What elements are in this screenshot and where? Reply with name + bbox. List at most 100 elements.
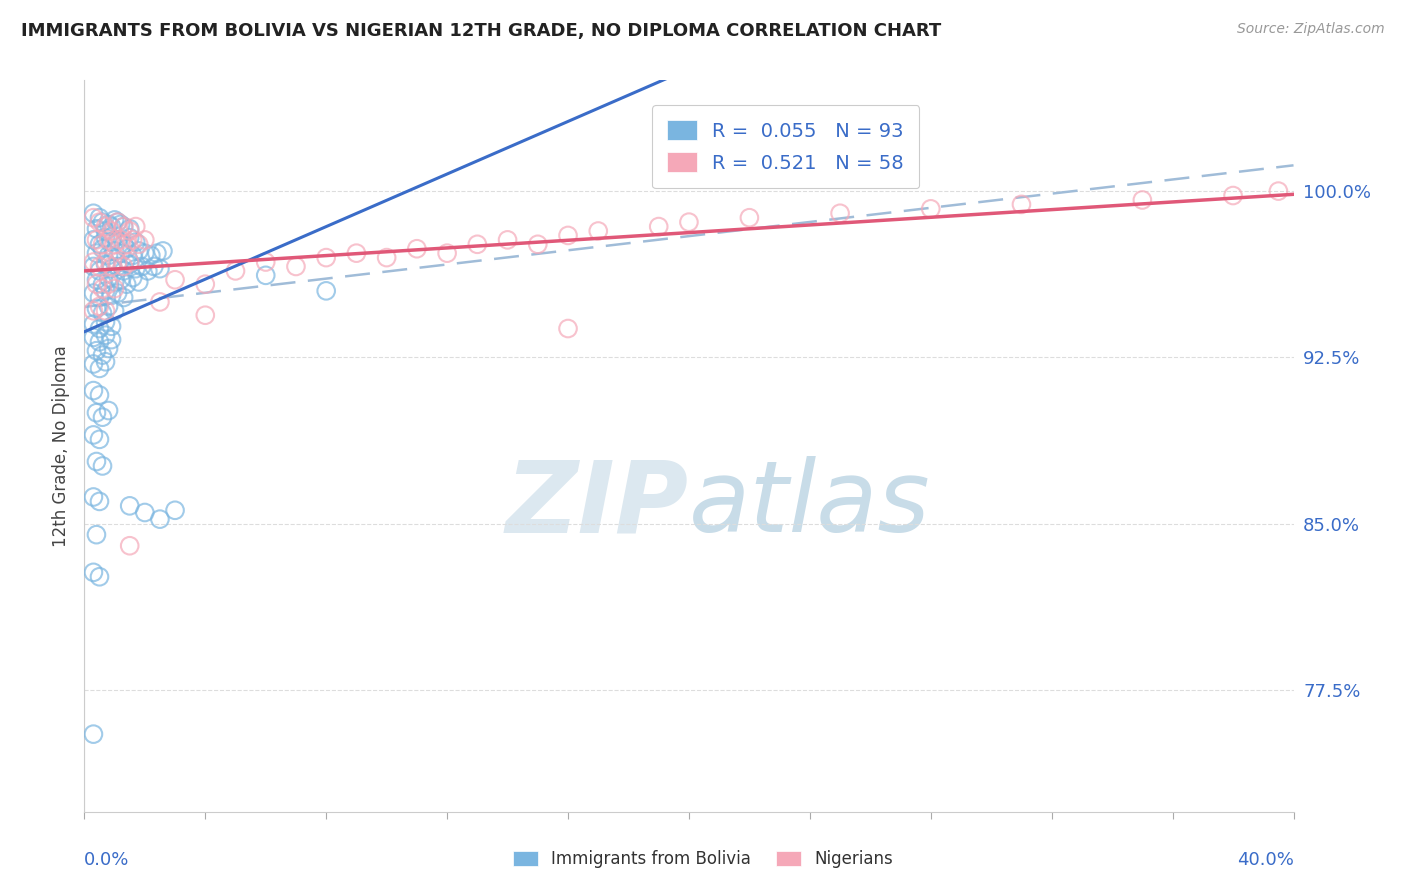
Legend: Immigrants from Bolivia, Nigerians: Immigrants from Bolivia, Nigerians bbox=[506, 844, 900, 875]
Point bbox=[89, 215, 111, 229]
Point bbox=[97, 277, 120, 292]
Point bbox=[1011, 197, 1033, 211]
Point bbox=[118, 499, 141, 513]
Point bbox=[648, 219, 671, 234]
Point bbox=[128, 237, 150, 252]
Point bbox=[128, 244, 150, 258]
Point bbox=[97, 233, 120, 247]
Point bbox=[104, 282, 127, 296]
Point bbox=[557, 228, 579, 243]
Point bbox=[82, 384, 104, 398]
Point bbox=[107, 233, 129, 247]
Point bbox=[136, 264, 159, 278]
Point bbox=[104, 237, 127, 252]
Point bbox=[82, 490, 104, 504]
Point bbox=[107, 215, 129, 229]
Point bbox=[82, 317, 104, 331]
Point bbox=[91, 282, 114, 296]
Point bbox=[112, 219, 135, 234]
Point bbox=[107, 286, 129, 301]
Point bbox=[149, 261, 172, 276]
Point bbox=[94, 224, 117, 238]
Point bbox=[110, 233, 132, 247]
Point bbox=[94, 284, 117, 298]
Point bbox=[110, 218, 132, 232]
Point bbox=[91, 215, 114, 229]
Point bbox=[89, 211, 111, 225]
Point bbox=[142, 260, 165, 274]
Point bbox=[121, 248, 143, 262]
Point bbox=[97, 299, 120, 313]
Point bbox=[104, 275, 127, 289]
Point bbox=[588, 224, 610, 238]
Point bbox=[107, 260, 129, 274]
Point bbox=[86, 277, 108, 292]
Point bbox=[110, 273, 132, 287]
Point bbox=[94, 355, 117, 369]
Text: atlas: atlas bbox=[689, 456, 931, 553]
Point bbox=[107, 255, 129, 269]
Point bbox=[118, 224, 141, 238]
Point bbox=[115, 242, 138, 256]
Point bbox=[89, 291, 111, 305]
Point bbox=[115, 277, 138, 292]
Point bbox=[97, 342, 120, 356]
Point bbox=[89, 494, 111, 508]
Point bbox=[254, 268, 277, 283]
Point bbox=[91, 242, 114, 256]
Point bbox=[100, 261, 122, 276]
Point bbox=[89, 570, 111, 584]
Point bbox=[118, 539, 141, 553]
Point bbox=[112, 219, 135, 234]
Point bbox=[86, 301, 108, 316]
Point bbox=[315, 284, 337, 298]
Point bbox=[149, 512, 172, 526]
Point bbox=[146, 246, 169, 260]
Point bbox=[134, 233, 156, 247]
Point bbox=[82, 566, 104, 580]
Point bbox=[1222, 188, 1244, 202]
Point bbox=[94, 230, 117, 244]
Point bbox=[194, 277, 217, 292]
Point bbox=[125, 219, 148, 234]
Point bbox=[89, 388, 111, 402]
Point bbox=[149, 294, 172, 309]
Point bbox=[738, 211, 761, 225]
Point bbox=[86, 273, 108, 287]
Point bbox=[100, 219, 122, 234]
Point bbox=[194, 308, 217, 322]
Point bbox=[100, 235, 122, 249]
Text: Source: ZipAtlas.com: Source: ZipAtlas.com bbox=[1237, 22, 1385, 37]
Point bbox=[118, 221, 141, 235]
Point bbox=[104, 244, 127, 258]
Point bbox=[86, 406, 108, 420]
Point bbox=[82, 330, 104, 344]
Point bbox=[125, 261, 148, 276]
Text: ZIP: ZIP bbox=[506, 456, 689, 553]
Point bbox=[89, 237, 111, 252]
Point bbox=[527, 237, 550, 252]
Point bbox=[115, 237, 138, 252]
Point bbox=[89, 299, 111, 313]
Point bbox=[82, 357, 104, 371]
Point bbox=[125, 235, 148, 249]
Point bbox=[375, 251, 398, 265]
Point bbox=[94, 303, 117, 318]
Point bbox=[100, 224, 122, 238]
Point bbox=[91, 277, 114, 292]
Point bbox=[94, 328, 117, 343]
Point bbox=[82, 211, 104, 225]
Point bbox=[165, 503, 187, 517]
Point bbox=[86, 454, 108, 468]
Point bbox=[97, 403, 120, 417]
Point bbox=[1267, 184, 1289, 198]
Point bbox=[920, 202, 942, 216]
Point bbox=[91, 306, 114, 320]
Y-axis label: 12th Grade, No Diploma: 12th Grade, No Diploma bbox=[52, 345, 70, 547]
Point bbox=[94, 255, 117, 269]
Point bbox=[131, 260, 153, 274]
Point bbox=[134, 506, 156, 520]
Point bbox=[91, 458, 114, 473]
Point bbox=[82, 286, 104, 301]
Point bbox=[91, 410, 114, 425]
